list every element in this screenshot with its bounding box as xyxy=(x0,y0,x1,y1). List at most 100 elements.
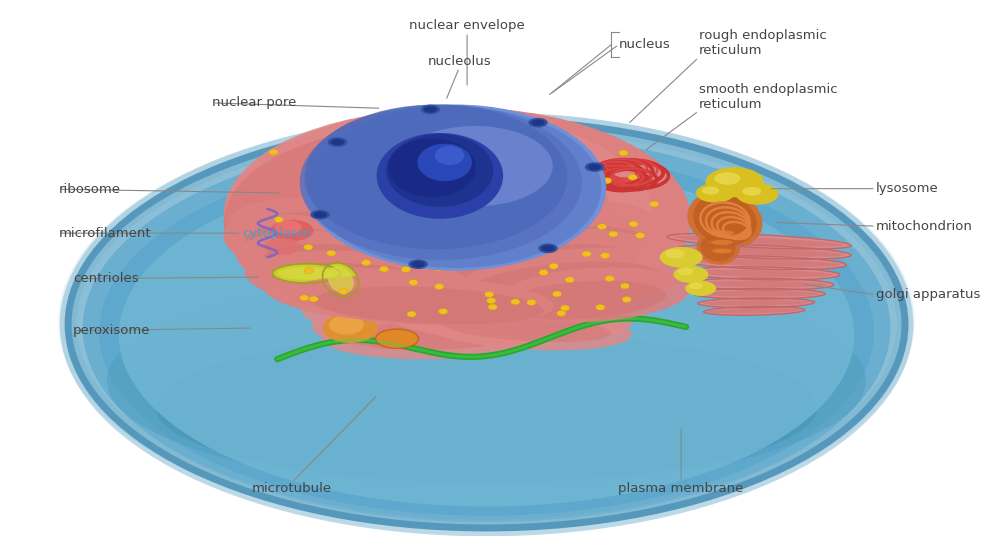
Ellipse shape xyxy=(484,252,493,258)
Text: nucleus: nucleus xyxy=(619,38,671,51)
Ellipse shape xyxy=(323,263,359,297)
Ellipse shape xyxy=(315,177,324,183)
Ellipse shape xyxy=(550,214,559,220)
Text: lysosome: lysosome xyxy=(876,182,939,195)
Ellipse shape xyxy=(309,107,601,268)
Ellipse shape xyxy=(245,226,377,278)
Ellipse shape xyxy=(424,106,437,113)
Ellipse shape xyxy=(382,211,391,217)
Ellipse shape xyxy=(693,194,757,245)
Ellipse shape xyxy=(602,178,612,184)
Text: microfilament: microfilament xyxy=(58,227,151,240)
Text: microtubule: microtubule xyxy=(252,482,332,495)
Ellipse shape xyxy=(391,248,401,254)
Ellipse shape xyxy=(475,227,484,233)
Ellipse shape xyxy=(300,105,582,260)
Ellipse shape xyxy=(635,233,645,239)
Ellipse shape xyxy=(660,247,703,267)
Ellipse shape xyxy=(443,225,453,230)
Ellipse shape xyxy=(468,204,477,210)
Ellipse shape xyxy=(83,134,890,522)
Text: rough endoplasmic
reticulum: rough endoplasmic reticulum xyxy=(699,29,826,57)
Ellipse shape xyxy=(474,215,635,267)
Ellipse shape xyxy=(397,126,553,206)
Ellipse shape xyxy=(399,160,408,166)
Ellipse shape xyxy=(495,179,504,185)
Ellipse shape xyxy=(502,280,666,320)
Ellipse shape xyxy=(597,224,607,229)
Ellipse shape xyxy=(742,187,761,196)
Ellipse shape xyxy=(713,249,732,253)
Ellipse shape xyxy=(251,212,410,270)
Ellipse shape xyxy=(693,288,825,299)
Ellipse shape xyxy=(466,262,662,307)
Ellipse shape xyxy=(386,250,396,256)
Ellipse shape xyxy=(542,148,552,154)
Ellipse shape xyxy=(343,220,353,226)
Ellipse shape xyxy=(309,296,318,302)
Ellipse shape xyxy=(678,267,694,276)
Ellipse shape xyxy=(493,229,502,235)
Ellipse shape xyxy=(262,244,439,297)
Ellipse shape xyxy=(356,224,365,230)
Ellipse shape xyxy=(696,183,735,203)
Ellipse shape xyxy=(688,278,834,290)
Ellipse shape xyxy=(446,189,455,195)
Ellipse shape xyxy=(673,266,708,283)
Ellipse shape xyxy=(487,297,496,303)
Ellipse shape xyxy=(503,225,512,231)
Ellipse shape xyxy=(485,292,494,297)
Ellipse shape xyxy=(701,234,736,262)
Ellipse shape xyxy=(605,276,614,281)
Ellipse shape xyxy=(274,217,283,222)
Ellipse shape xyxy=(435,284,444,289)
Ellipse shape xyxy=(224,110,652,319)
Ellipse shape xyxy=(557,310,566,316)
Ellipse shape xyxy=(271,220,313,241)
Ellipse shape xyxy=(409,279,418,285)
Ellipse shape xyxy=(549,263,558,269)
Ellipse shape xyxy=(539,270,548,276)
Ellipse shape xyxy=(421,105,440,114)
Ellipse shape xyxy=(236,230,445,300)
Ellipse shape xyxy=(304,268,313,274)
Ellipse shape xyxy=(277,267,336,280)
Ellipse shape xyxy=(274,220,302,234)
Ellipse shape xyxy=(705,229,740,237)
Ellipse shape xyxy=(560,305,570,311)
Ellipse shape xyxy=(411,261,425,267)
Ellipse shape xyxy=(382,229,391,235)
Ellipse shape xyxy=(503,227,645,277)
Ellipse shape xyxy=(600,252,610,258)
Ellipse shape xyxy=(565,277,574,283)
Ellipse shape xyxy=(667,233,851,249)
Ellipse shape xyxy=(488,304,497,310)
Text: mitochondrion: mitochondrion xyxy=(876,220,973,233)
Ellipse shape xyxy=(327,250,336,256)
Ellipse shape xyxy=(107,273,866,488)
Ellipse shape xyxy=(499,212,669,281)
Ellipse shape xyxy=(368,222,377,228)
Ellipse shape xyxy=(560,220,569,226)
Text: nuclear envelope: nuclear envelope xyxy=(409,19,525,32)
Ellipse shape xyxy=(548,246,557,252)
Ellipse shape xyxy=(400,224,409,230)
Ellipse shape xyxy=(406,188,416,193)
Ellipse shape xyxy=(681,256,847,270)
Ellipse shape xyxy=(313,287,544,324)
Ellipse shape xyxy=(58,113,915,531)
Ellipse shape xyxy=(710,230,734,236)
Ellipse shape xyxy=(370,289,603,322)
Ellipse shape xyxy=(527,300,536,306)
Ellipse shape xyxy=(515,173,524,179)
Text: centrioles: centrioles xyxy=(73,272,139,285)
Ellipse shape xyxy=(438,188,448,193)
Ellipse shape xyxy=(377,133,503,219)
Ellipse shape xyxy=(497,267,690,322)
Ellipse shape xyxy=(538,243,558,253)
Ellipse shape xyxy=(528,218,538,224)
Ellipse shape xyxy=(408,259,428,269)
Ellipse shape xyxy=(430,202,439,207)
Ellipse shape xyxy=(697,230,740,265)
Ellipse shape xyxy=(305,167,314,173)
